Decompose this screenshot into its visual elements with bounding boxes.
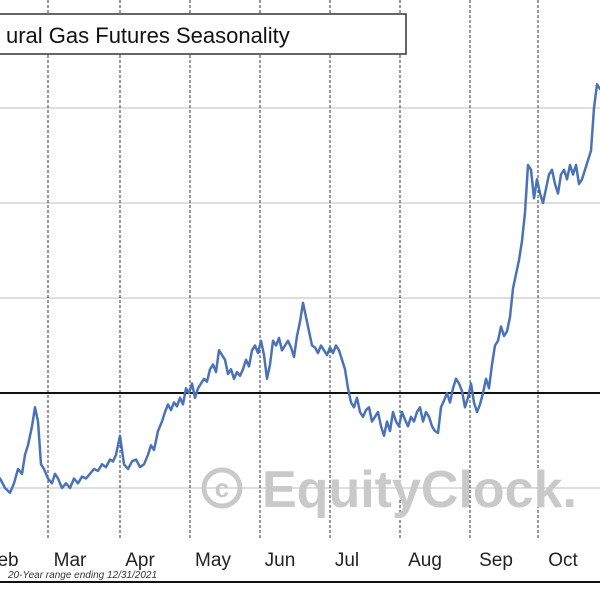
series-line <box>0 83 600 495</box>
footnote: 20-Year range ending 12/31/2021 <box>7 570 157 581</box>
vertical-gridlines <box>47 0 539 582</box>
watermark-text: EquityClock. <box>262 461 577 519</box>
x-tick-label: Aug <box>408 550 442 571</box>
x-tick-label: Jun <box>265 550 296 571</box>
x-tick-label: Sep <box>479 550 513 571</box>
x-tick-label: eb <box>0 550 19 571</box>
copyright-letter: c <box>215 473 229 503</box>
x-tick-label: Mar <box>54 550 87 571</box>
x-axis-band <box>0 540 600 600</box>
horizontal-gridlines <box>0 107 600 489</box>
watermark: EquityClock. c <box>201 461 577 519</box>
x-tick-label: Jul <box>335 550 359 571</box>
copyright-circle-icon <box>201 467 243 509</box>
x-tick-label: Oct <box>548 550 578 571</box>
x-tick-label: May <box>195 550 231 571</box>
x-tick-labels: eb Mar Apr May Jun Jul Aug Sep Oct <box>0 550 578 571</box>
chart-title: ural Gas Futures Seasonality <box>6 23 290 48</box>
title-frame <box>0 13 407 55</box>
title-box: ural Gas Futures Seasonality <box>0 13 407 55</box>
x-tick-label: Apr <box>125 550 155 571</box>
